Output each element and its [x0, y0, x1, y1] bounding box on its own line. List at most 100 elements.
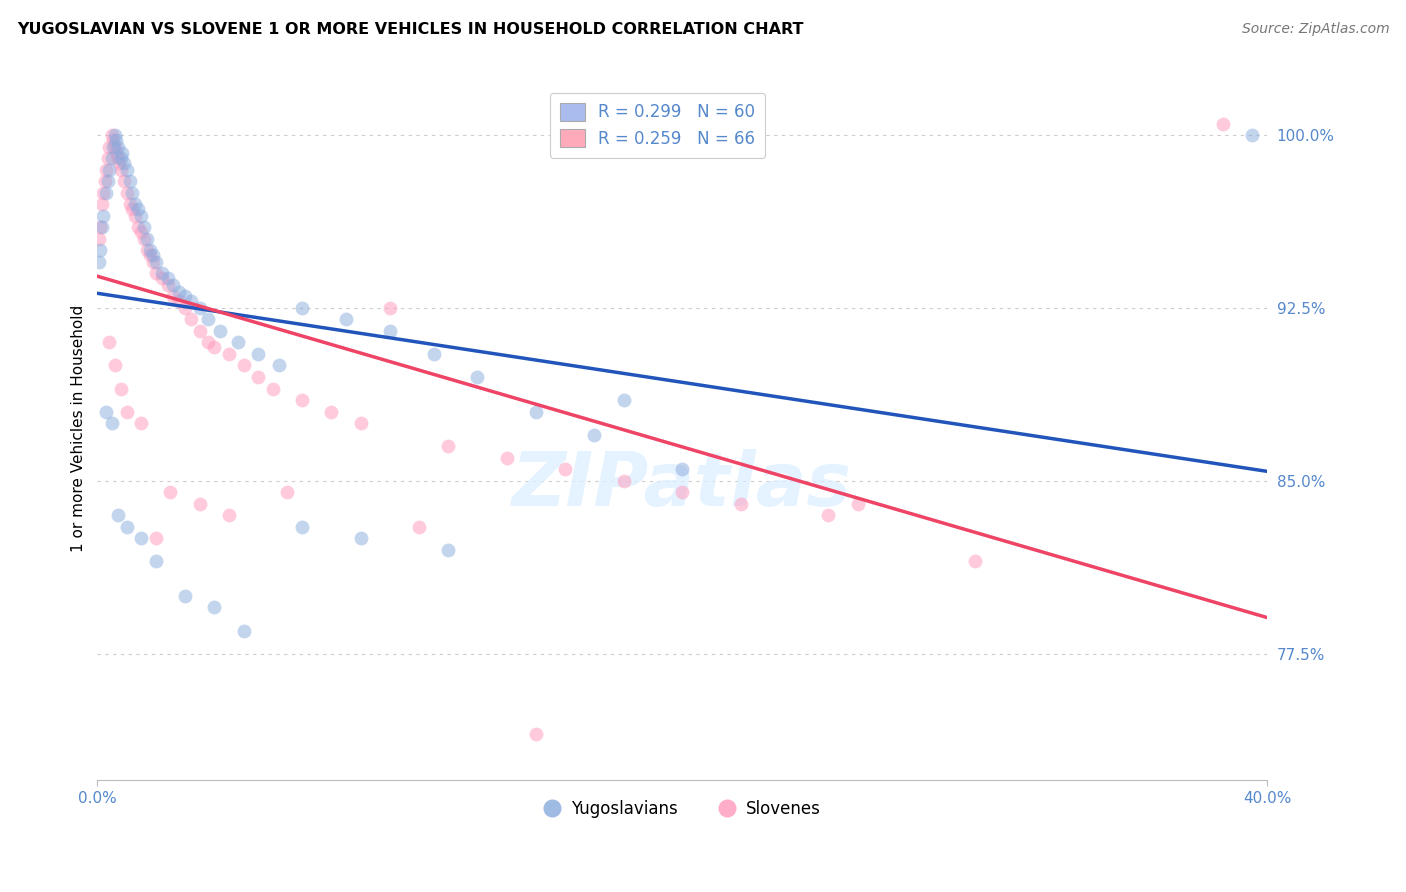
Point — [437, 542, 460, 557]
Point — [104, 359, 127, 373]
Point — [150, 266, 173, 280]
Point — [121, 186, 143, 200]
Point — [110, 151, 132, 165]
Point — [134, 220, 156, 235]
Point — [247, 370, 270, 384]
Text: ZIPatlas: ZIPatlas — [512, 449, 852, 522]
Point — [112, 155, 135, 169]
Point — [142, 254, 165, 268]
Point — [136, 244, 159, 258]
Point — [115, 404, 138, 418]
Point — [94, 186, 117, 200]
Point — [111, 146, 134, 161]
Point — [101, 151, 124, 165]
Point — [422, 347, 444, 361]
Point — [101, 128, 124, 142]
Point — [129, 225, 152, 239]
Point — [174, 289, 197, 303]
Point — [267, 359, 290, 373]
Point — [524, 727, 547, 741]
Point — [145, 254, 167, 268]
Point — [118, 174, 141, 188]
Point — [671, 462, 693, 476]
Point — [335, 312, 357, 326]
Point — [97, 174, 120, 188]
Point — [150, 271, 173, 285]
Point — [291, 520, 314, 534]
Point — [121, 202, 143, 216]
Text: Source: ZipAtlas.com: Source: ZipAtlas.com — [1241, 22, 1389, 37]
Point — [437, 439, 460, 453]
Point — [226, 335, 249, 350]
Point — [145, 554, 167, 568]
Point — [202, 600, 225, 615]
Point — [129, 209, 152, 223]
Point — [118, 197, 141, 211]
Point — [156, 277, 179, 292]
Point — [98, 335, 121, 350]
Point — [127, 220, 149, 235]
Point — [232, 624, 254, 638]
Point — [127, 202, 149, 216]
Point — [104, 139, 127, 153]
Point — [408, 520, 430, 534]
Point — [613, 474, 636, 488]
Point — [90, 197, 112, 211]
Point — [467, 370, 489, 384]
Point — [276, 485, 298, 500]
Point — [1212, 116, 1234, 130]
Point — [101, 416, 124, 430]
Point — [145, 532, 167, 546]
Point — [671, 485, 693, 500]
Point — [124, 197, 146, 211]
Point — [136, 232, 159, 246]
Point — [262, 382, 284, 396]
Point — [87, 232, 110, 246]
Point — [209, 324, 232, 338]
Point — [218, 347, 240, 361]
Point — [97, 151, 120, 165]
Point — [107, 508, 129, 523]
Point — [91, 186, 114, 200]
Point — [98, 162, 121, 177]
Point — [104, 128, 127, 142]
Point — [90, 220, 112, 235]
Point — [145, 266, 167, 280]
Point — [98, 139, 121, 153]
Point — [321, 404, 343, 418]
Point — [247, 347, 270, 361]
Point — [110, 382, 132, 396]
Point — [115, 162, 138, 177]
Point — [232, 359, 254, 373]
Point — [124, 209, 146, 223]
Point — [156, 271, 179, 285]
Point — [291, 301, 314, 315]
Point — [180, 293, 202, 308]
Point — [174, 301, 197, 315]
Point — [188, 301, 211, 315]
Point — [89, 244, 111, 258]
Point — [115, 186, 138, 200]
Point — [378, 324, 401, 338]
Point — [94, 162, 117, 177]
Point — [197, 312, 219, 326]
Point — [105, 146, 128, 161]
Point — [495, 450, 517, 465]
Point — [105, 133, 128, 147]
Point — [583, 427, 606, 442]
Point — [180, 312, 202, 326]
Point — [107, 151, 129, 165]
Point — [93, 174, 115, 188]
Point — [107, 139, 129, 153]
Point — [110, 162, 132, 177]
Point — [139, 244, 162, 258]
Point — [103, 133, 125, 147]
Point — [91, 209, 114, 223]
Point — [159, 485, 181, 500]
Point — [134, 232, 156, 246]
Point — [129, 532, 152, 546]
Point — [202, 340, 225, 354]
Point — [817, 508, 839, 523]
Point — [142, 248, 165, 262]
Point — [291, 393, 314, 408]
